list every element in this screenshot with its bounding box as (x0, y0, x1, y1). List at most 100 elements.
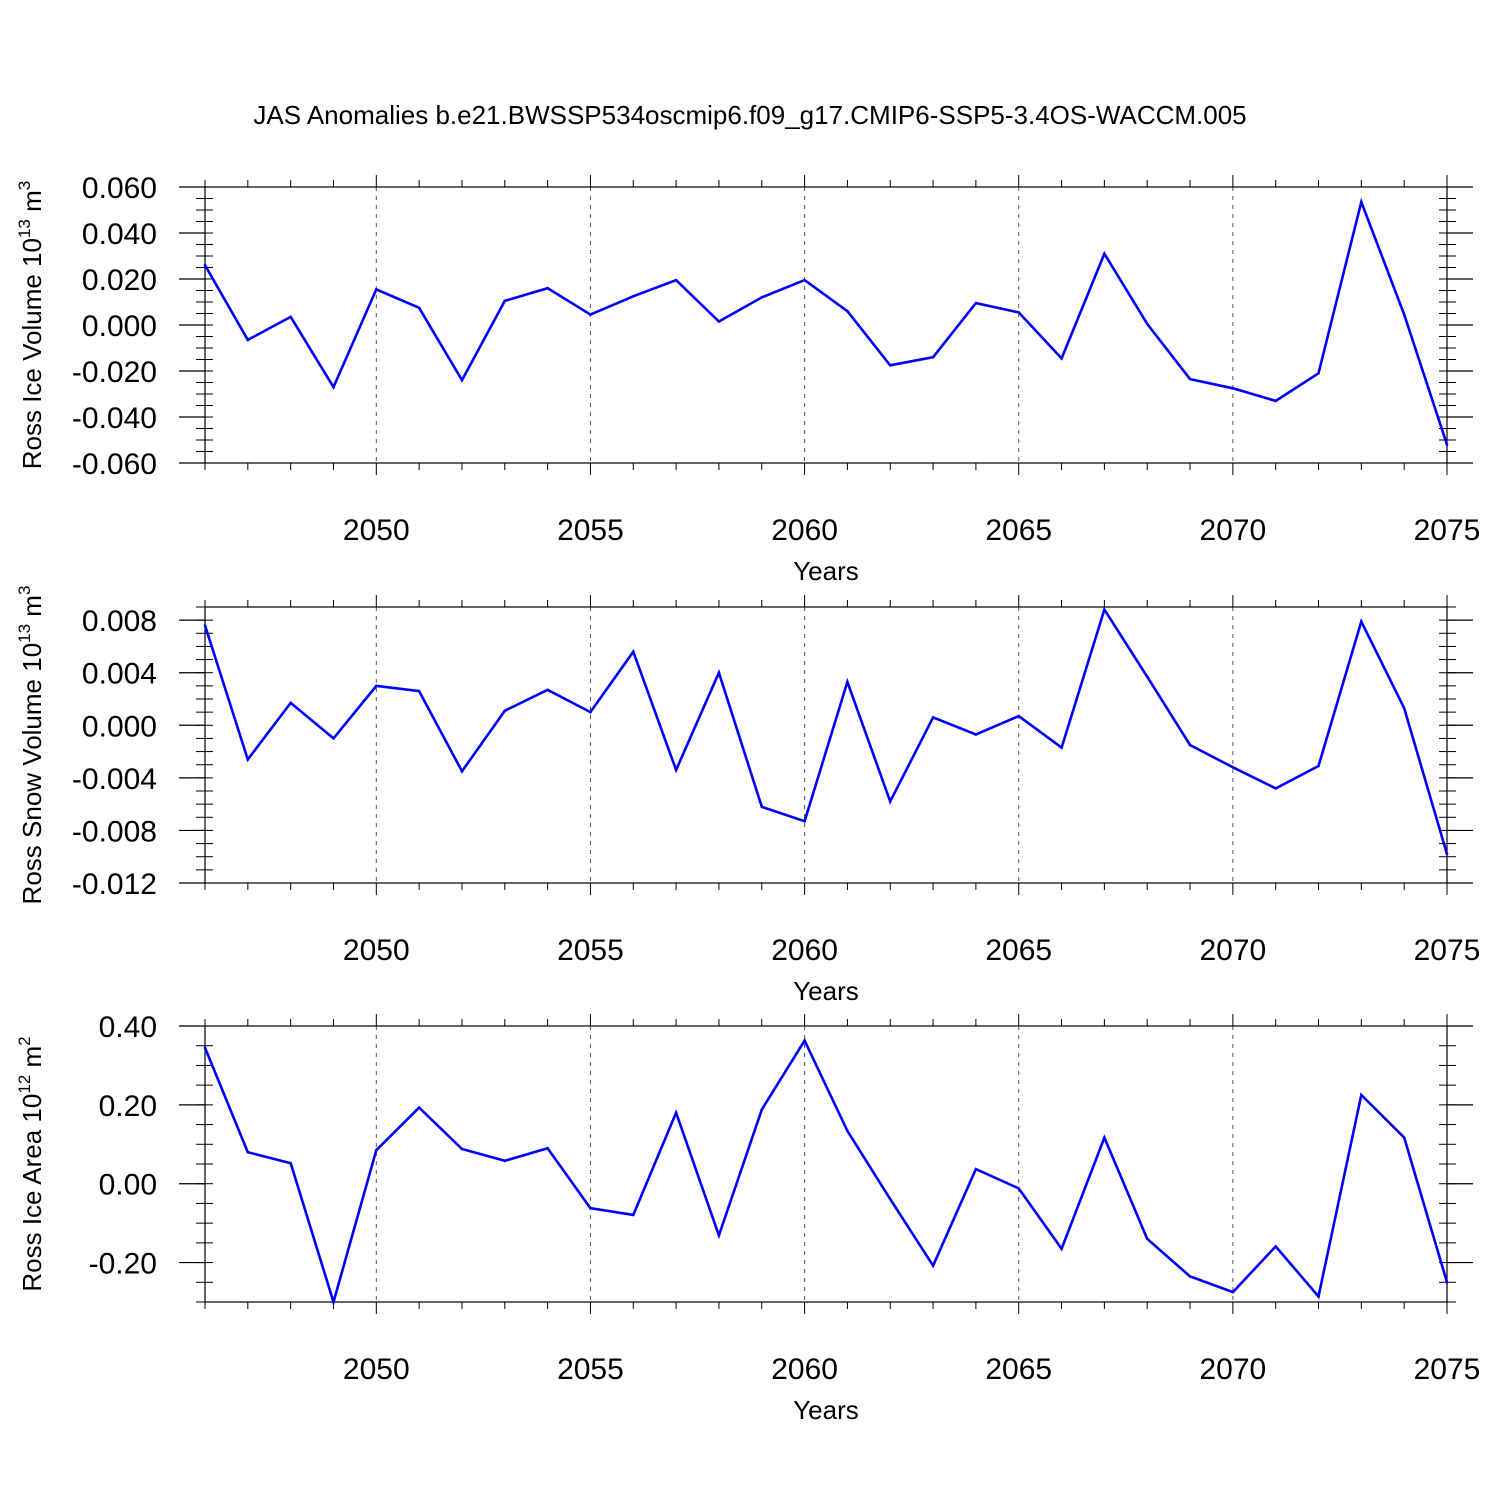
data-point (461, 770, 464, 773)
data-point (289, 316, 292, 319)
data-point (932, 356, 935, 359)
y-tick-label: 0.008 (82, 605, 157, 638)
x-axis-title: Years (793, 556, 859, 586)
data-point (1146, 1238, 1149, 1241)
data-point (632, 650, 635, 653)
y-tick-label: 0.040 (82, 218, 157, 251)
data-point (1446, 1281, 1449, 1284)
data-point (975, 733, 978, 736)
x-tick-label: 2070 (1199, 934, 1266, 967)
data-point (1446, 443, 1449, 446)
data-point (418, 306, 421, 309)
data-point (1189, 378, 1192, 381)
data-point (803, 1039, 806, 1042)
data-point (503, 300, 506, 303)
x-tick-label: 2055 (557, 1353, 624, 1386)
data-point (1060, 357, 1063, 360)
y-tick-label: 0.000 (82, 710, 157, 743)
data-point (375, 288, 378, 291)
chart-panel-2: -0.012 -0.008 -0.004 0.000 0.004 0.008 2050 205… (15, 586, 1480, 1006)
data-point (1103, 252, 1106, 255)
data-point (1232, 1291, 1235, 1294)
chart-panel-3: -0.20 0.00 0.20 0.40 2050 2055 2060 2065 2070 207… (15, 1011, 1480, 1425)
x-tick-label: 2050 (343, 514, 410, 547)
data-point (1232, 387, 1235, 390)
data-point (718, 1234, 721, 1237)
data-point (1274, 400, 1277, 403)
x-tick-label: 2070 (1199, 1353, 1266, 1386)
data-point (1360, 1094, 1363, 1097)
data-point (1317, 372, 1320, 375)
plot-frame (205, 187, 1447, 463)
y-tick-label: 0.20 (99, 1090, 157, 1123)
x-axis-title: Years (793, 1395, 859, 1425)
x-tick-label: 2060 (771, 514, 838, 547)
data-point (589, 711, 592, 714)
data-point (1103, 608, 1106, 611)
data-point (760, 296, 763, 299)
data-point (632, 1214, 635, 1217)
data-point (589, 313, 592, 316)
data-point (375, 685, 378, 688)
data-point (418, 1106, 421, 1109)
series-line (205, 202, 1447, 445)
data-point (546, 1147, 549, 1150)
data-point (1317, 1295, 1320, 1298)
x-tick-label: 2070 (1199, 514, 1266, 547)
data-point (1189, 1275, 1192, 1278)
y-axis-title: Ross Ice Volume 1013 m3 (15, 181, 47, 470)
data-point (204, 1046, 207, 1049)
data-point (503, 1160, 506, 1163)
data-point (803, 279, 806, 282)
y-tick-label: -0.060 (72, 448, 157, 481)
y-tick-label: 0.40 (99, 1011, 157, 1044)
x-tick-label: 2075 (1414, 1353, 1481, 1386)
data-point (975, 302, 978, 305)
y-axis-title: Ross Ice Area 1012 m2 (15, 1036, 47, 1291)
x-tick-label: 2050 (343, 934, 410, 967)
data-point (1146, 675, 1149, 678)
figure-title: JAS Anomalies b.e21.BWSSP534oscmip6.f09_… (253, 100, 1246, 130)
data-point (1274, 1245, 1277, 1248)
data-point (846, 1130, 849, 1133)
chart-panel-1: -0.060 -0.040 -0.020 0.000 0.020 0.040 0.060 20… (15, 172, 1480, 586)
x-tick-label: 2065 (985, 934, 1052, 967)
y-tick-label: -0.008 (72, 815, 157, 848)
data-point (932, 716, 935, 719)
data-point (1189, 744, 1192, 747)
data-point (1232, 766, 1235, 769)
y-axis-title: Ross Snow Volume 1013 m3 (15, 586, 47, 905)
figure-container: JAS Anomalies b.e21.BWSSP534oscmip6.f09_… (0, 0, 1500, 1500)
data-point (975, 1168, 978, 1171)
y-tick-label: 0.020 (82, 264, 157, 297)
data-point (932, 1264, 935, 1267)
x-tick-label: 2060 (771, 934, 838, 967)
y-tick-label: 0.000 (82, 310, 157, 343)
data-point (1360, 620, 1363, 623)
data-point (247, 758, 250, 761)
y-tick-label: 0.004 (82, 658, 157, 691)
data-point (1446, 853, 1449, 856)
data-point (1146, 323, 1149, 326)
data-point (675, 769, 678, 772)
data-point (332, 386, 335, 389)
data-point (889, 800, 892, 803)
plot-frame (205, 607, 1447, 883)
y-tick-label: -0.020 (72, 356, 157, 389)
data-point (546, 287, 549, 290)
data-point (461, 379, 464, 382)
y-tick-label: -0.20 (89, 1248, 157, 1281)
figure: JAS Anomalies b.e21.BWSSP534oscmip6.f09_… (0, 0, 1500, 1500)
data-point (375, 1149, 378, 1152)
data-point (289, 702, 292, 705)
data-point (589, 1207, 592, 1210)
data-point (675, 279, 678, 282)
data-point (1103, 1136, 1106, 1139)
data-point (546, 689, 549, 692)
data-point (760, 1108, 763, 1111)
x-tick-label: 2055 (557, 934, 624, 967)
x-tick-label: 2055 (557, 514, 624, 547)
data-point (418, 690, 421, 693)
data-point (632, 295, 635, 298)
data-point (718, 671, 721, 674)
